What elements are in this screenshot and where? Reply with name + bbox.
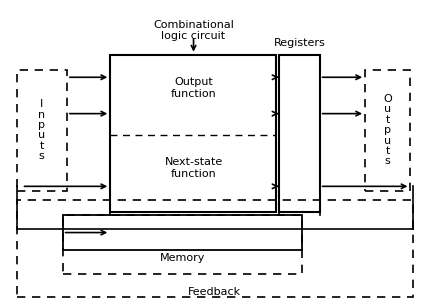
Text: Output
function: Output function — [171, 77, 216, 99]
Bar — [365, 70, 410, 191]
Bar — [110, 55, 276, 212]
Bar — [17, 70, 67, 191]
Bar — [63, 215, 302, 250]
Text: O
u
t
p
u
t
s: O u t p u t s — [383, 94, 392, 166]
Text: Registers: Registers — [273, 38, 325, 48]
Text: Next-state
function: Next-state function — [165, 157, 222, 179]
Bar — [279, 55, 320, 212]
Text: Feedback: Feedback — [188, 287, 241, 297]
Text: Combinational
logic circuit: Combinational logic circuit — [153, 20, 234, 41]
Bar — [17, 200, 413, 297]
Bar — [63, 215, 302, 274]
Text: Memory: Memory — [160, 253, 206, 263]
Text: I
n
p
u
t
s: I n p u t s — [38, 99, 45, 161]
